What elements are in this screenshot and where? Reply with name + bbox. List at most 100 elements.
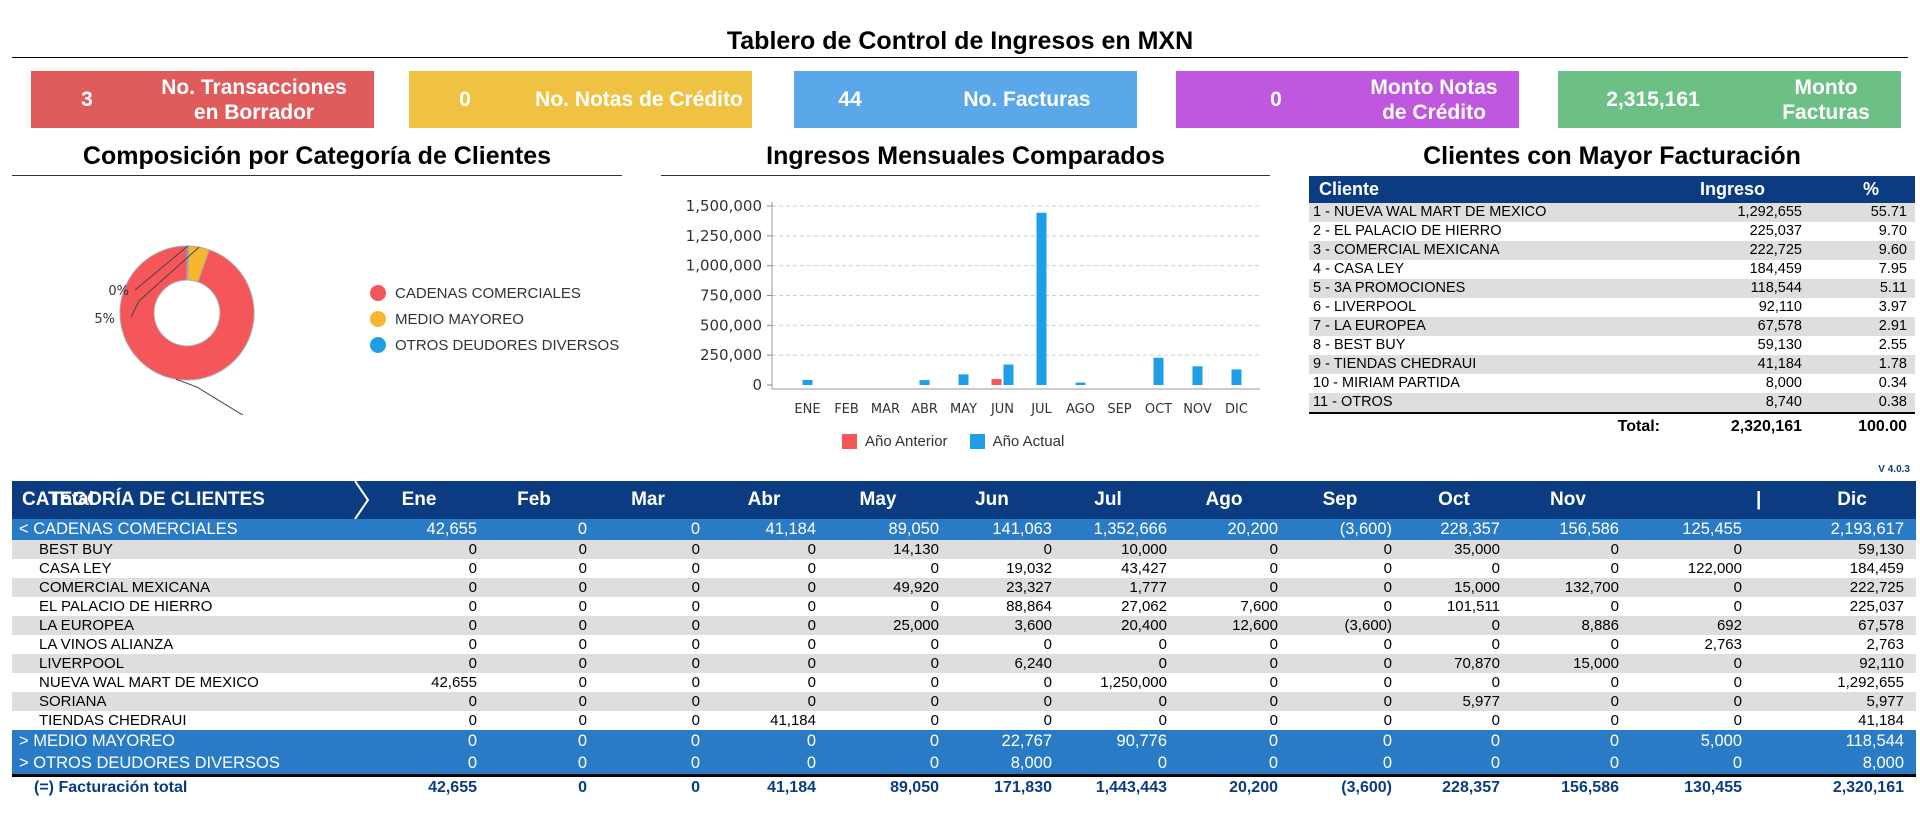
bar-current-jul[interactable]: [1036, 212, 1047, 385]
donut-slice-2[interactable]: [186, 245, 190, 281]
value-cell: 156,586: [1559, 520, 1619, 538]
col-header-dic[interactable]: Dic: [1837, 489, 1867, 510]
value-cell: 0: [1043, 693, 1052, 710]
value-cell: 122,000: [1687, 560, 1742, 577]
top-client-row[interactable]: 7 - LA EUROPEA 67,578 2.91: [1309, 317, 1915, 336]
value-cell: 0: [930, 674, 939, 691]
col-header-ago[interactable]: Ago: [1205, 489, 1243, 510]
legend-item-current-year[interactable]: Año Actual: [969, 433, 1064, 450]
kpi-invoices-amount[interactable]: 2,315,161 Monto Facturas: [1558, 71, 1901, 128]
client-row: LIVERPOOL 0 0 0 0 0 6,240 0 0 0 70,870 15,000 0 92,11…: [12, 654, 1916, 673]
col-header-client[interactable]: Cliente: [1319, 179, 1380, 199]
bar-current-may[interactable]: [958, 374, 969, 385]
kpi-value: 44: [838, 87, 862, 111]
top-client-row[interactable]: 2 - EL PALACIO DE HIERRO 225,037 9.70: [1309, 222, 1915, 241]
top-client-row[interactable]: 4 - CASA LEY 184,459 7.95: [1309, 260, 1915, 279]
value-cell: 27,062: [1121, 598, 1167, 615]
top-client-row[interactable]: 3 - COMERCIAL MEXICANA 222,725 9.60: [1309, 241, 1915, 260]
value-cell: 42,655: [426, 520, 477, 538]
top-client-row[interactable]: 10 - MIRIAM PARTIDA 8,000 0.34: [1309, 374, 1915, 393]
kpi-invoices-count[interactable]: 44 No. Facturas: [794, 71, 1137, 128]
bar-current-dic[interactable]: [1231, 369, 1242, 385]
value-cell: 132,700: [1564, 579, 1619, 596]
donut-chart: 95%5%0%: [94, 245, 255, 415]
value-cell: 0: [468, 541, 477, 558]
value-cell: 14,130: [893, 541, 939, 558]
top-client-row[interactable]: 1 - NUEVA WAL MART DE MEXICO 1,292,655 55.…: [1309, 203, 1915, 222]
value-cell: 0: [1733, 579, 1742, 596]
chevron-right-icon[interactable]: [352, 481, 382, 519]
value-cell: 59,130: [1858, 541, 1904, 558]
y-tick-label: 500,000: [700, 316, 762, 334]
value-cell: 0: [929, 753, 939, 772]
category-toggle[interactable]: > MEDIO MAYOREO: [19, 731, 176, 750]
value-cell: (3,600): [1341, 778, 1392, 796]
value-cell: 0: [468, 693, 477, 710]
row-label: EL PALACIO DE HIERRO: [39, 598, 213, 615]
col-header-oct[interactable]: Oct: [1438, 489, 1470, 510]
col-header-jul[interactable]: Jul: [1094, 489, 1122, 510]
row-label: LA VINOS ALIANZA: [39, 636, 174, 653]
value-cell: 0: [1733, 598, 1742, 615]
bar-current-ago[interactable]: [1075, 382, 1086, 385]
col-header-total[interactable]: Total: [50, 489, 94, 510]
legend-item-mayoreo[interactable]: MEDIO MAYOREO: [370, 306, 619, 332]
category-row[interactable]: < CADENAS COMERCIALES 42,655 0 0 41,184 89,05…: [12, 519, 1916, 540]
col-header-income[interactable]: Ingreso: [1699, 179, 1765, 199]
value-cell: 225,037: [1849, 598, 1904, 615]
legend-item-otros[interactable]: OTROS DEUDORES DIVERSOS: [370, 332, 619, 358]
bar-current-jun[interactable]: [1003, 364, 1014, 385]
category-row[interactable]: > OTROS DEUDORES DIVERSOS 0 0 0 0 0 8,000 0 0 0 0 0…: [12, 752, 1916, 774]
client-income: 118,544: [1750, 280, 1802, 296]
col-header-ene[interactable]: Ene: [401, 489, 437, 510]
col-header-category[interactable]: CATEGORÍA DE CLIENTES: [22, 489, 265, 510]
value-cell: 0: [691, 560, 700, 577]
kpi-draft-transactions[interactable]: 3 No. Transacciones en Borrador: [31, 71, 374, 128]
bar-current-oct[interactable]: [1153, 357, 1164, 385]
bar-current-abr[interactable]: [919, 380, 930, 385]
top-client-row[interactable]: 11 - OTROS 8,740 0.38: [1309, 393, 1915, 412]
bar-previous-jun[interactable]: [991, 379, 1002, 385]
category-toggle[interactable]: < CADENAS COMERCIALES: [19, 520, 238, 538]
row-label: SORIANA: [39, 693, 107, 710]
top-client-row[interactable]: 5 - 3A PROMOCIONES 118,544 5.11: [1309, 279, 1915, 298]
col-header-abr[interactable]: Abr: [747, 489, 781, 510]
col-header-nov[interactable]: Nov: [1550, 489, 1586, 510]
value-cell: 0: [1269, 712, 1278, 729]
value-cell: 0: [467, 731, 477, 750]
col-header-pct[interactable]: %: [1862, 179, 1879, 199]
value-cell: 42,655: [428, 778, 477, 796]
donut-slice-1[interactable]: [187, 245, 210, 283]
value-cell: 0: [1158, 655, 1167, 672]
value-cell: 43,427: [1121, 560, 1167, 577]
client-name: 3 - COMERCIAL MEXICANA: [1313, 242, 1500, 258]
value-cell: (3,600): [1344, 617, 1392, 634]
top-client-row[interactable]: 8 - BEST BUY 59,130 2.55: [1309, 336, 1915, 355]
value-cell: 228,357: [1440, 520, 1500, 538]
bar-current-nov[interactable]: [1192, 366, 1203, 385]
top-client-row[interactable]: 9 - TIENDAS CHEDRAUI 41,184 1.78: [1309, 355, 1915, 374]
kpi-credit-notes-amount[interactable]: 0 Monto Notas de Crédito: [1176, 71, 1519, 128]
col-header-mar[interactable]: Mar: [631, 489, 665, 510]
donut-slice-0[interactable]: [119, 245, 255, 381]
legend-item-cadenas[interactable]: CADENAS COMERCIALES: [370, 280, 619, 306]
client-name: 4 - CASA LEY: [1313, 261, 1405, 277]
kpi-credit-notes-count[interactable]: 0 No. Notas de Crédito: [409, 71, 752, 128]
col-header-feb[interactable]: Feb: [517, 489, 551, 510]
bar-current-ene[interactable]: [802, 379, 813, 385]
row-label: BEST BUY: [39, 541, 113, 558]
value-cell: 0: [578, 693, 587, 710]
row-label: COMERCIAL MEXICANA: [39, 579, 211, 596]
value-cell: 0: [468, 655, 477, 672]
category-toggle[interactable]: > OTROS DEUDORES DIVERSOS: [19, 753, 280, 772]
category-row[interactable]: > MEDIO MAYOREO 0 0 0 0 0 22,767 90,776 0 0 0 0 5,00…: [12, 730, 1916, 752]
value-cell: 20,200: [1229, 778, 1278, 796]
top-client-row[interactable]: 6 - LIVERPOOL 92,110 3.97: [1309, 298, 1915, 317]
col-header-jun[interactable]: Jun: [975, 489, 1009, 510]
legend-item-previous-year[interactable]: Año Anterior: [842, 433, 948, 450]
col-header-sep[interactable]: Sep: [1322, 489, 1358, 510]
value-cell: 5,977: [1866, 693, 1904, 710]
col-header-may[interactable]: May: [859, 489, 897, 510]
value-cell: 88,864: [1006, 598, 1052, 615]
client-name: 10 - MIRIAM PARTIDA: [1313, 375, 1460, 391]
